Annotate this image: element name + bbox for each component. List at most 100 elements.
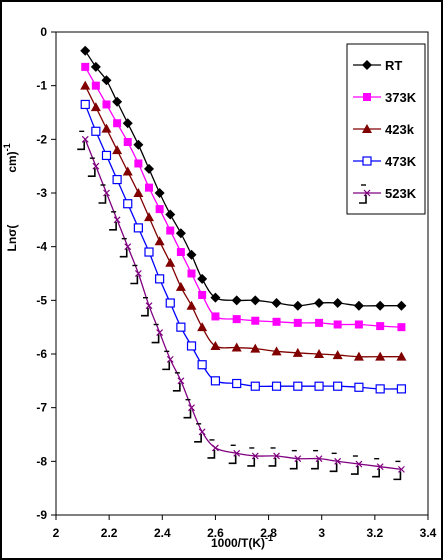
legend-marker-473K [362,156,372,166]
legend-marker-523K [359,184,371,204]
data-point-373K [187,269,196,278]
data-point-473K [375,384,385,394]
data-point-373K [376,322,385,331]
data-point-423k [292,347,303,357]
data-point-423k [250,343,261,353]
data-point-523K [228,444,241,465]
data-point-523K [77,130,89,151]
data-point-473K [91,126,101,136]
data-point-RT [271,298,282,309]
data-point-523K [183,398,195,419]
data-point-423k [396,351,407,361]
data-point-473K [101,150,112,161]
data-point-423k [210,340,221,350]
data-point-423k [133,188,144,197]
data-point-RT [292,300,303,311]
data-point-423k [353,351,364,361]
data-point-373K [81,62,90,71]
series-523K [77,130,405,481]
legend-marker-373K [363,93,371,101]
data-point-373K [198,290,207,299]
x-axis-label: 1000/T(K)-1 [211,533,273,550]
data-point-RT [210,292,221,303]
y-tick-label: -3 [36,186,47,200]
data-point-373K [333,320,342,329]
data-point-423k [231,342,242,352]
x-tick-label: 2.2 [101,526,118,540]
data-point-473K [354,382,364,392]
y-tick-label: -4 [36,240,47,254]
data-point-RT [250,295,261,306]
data-point-473K [133,223,143,233]
data-point-473K [176,322,186,332]
legend-item-RT: RT [353,58,402,73]
data-point-473K [112,174,122,185]
legend-item-523K: 523K [353,184,417,204]
series-line-RT [84,50,402,307]
legend-label: RT [385,58,402,73]
data-point-373K [113,119,122,128]
series-line-373K [84,66,402,328]
x-axis-label-sup: -1 [265,533,273,543]
data-point-523K [141,297,153,317]
legend: RT 373K 423k 473K 523K [346,43,426,215]
data-point-473K [250,381,260,391]
x-axis-title: 1000/T(K)-1 [211,533,273,550]
legend-item-473K: 473K [353,154,417,169]
data-point-373K [397,323,406,332]
data-point-RT [101,75,112,86]
x-tick-label: 2.8 [260,526,277,540]
data-point-373K [272,317,281,326]
y-tick-label: -8 [36,454,47,468]
data-point-473K [271,381,282,391]
y-tick-label: -1 [36,79,47,93]
data-point-473K [293,381,303,391]
x-tick-label: 3 [318,526,325,540]
data-point-423k [375,351,386,361]
legend-item-423k: 423k [353,122,415,137]
data-point-423k [314,349,325,358]
data-point-523K [207,439,219,459]
data-point-373K [354,320,363,329]
data-point-RT [144,163,154,174]
data-point-523K [350,455,363,475]
data-point-423k [186,300,197,310]
data-point-523K [87,157,100,177]
data-point-423k [165,257,176,267]
data-point-RT [154,188,165,198]
legend-marker-RT [362,60,372,70]
data-point-523K [119,237,132,258]
x-tick-label: 2.4 [154,526,171,540]
data-point-473K [155,274,165,284]
series-423k [80,80,407,361]
y-tick-label: -2 [36,132,47,146]
ticks-layer: 2 2.2 2.4 2.6 2.8 3 3.2 3.4 0 -1 -2 -3 -4 -5 -6 -7 -8 -9 [36,25,436,540]
data-point-373K [211,312,220,321]
y-axis-label-right: cm)-1 [2,143,19,172]
data-point-RT [332,298,343,309]
data-point-523K [151,323,164,344]
legend-marker-423k [362,124,372,133]
data-point-373K [315,318,324,327]
data-point-523K [130,264,142,285]
series-line-523K [84,139,402,471]
data-point-473K [165,298,175,308]
x-axis-label-main: 1000/T(K) [211,536,265,550]
data-point-373K [155,205,164,214]
data-point-373K [176,248,185,257]
data-point-523K [393,460,405,481]
y-tick-label: -5 [36,293,47,307]
y-tick-label: 0 [40,25,47,39]
data-point-423k [271,346,282,356]
data-point-RT [353,300,364,311]
data-point-373K [251,316,260,325]
data-point-473K [197,360,207,370]
y-tick-label: -6 [36,347,47,361]
data-point-423k [90,102,101,112]
data-point-423k [122,166,133,176]
data-point-423k [101,123,112,133]
data-point-523K [98,184,110,204]
data-point-373K [102,100,111,109]
data-point-523K [289,449,302,470]
